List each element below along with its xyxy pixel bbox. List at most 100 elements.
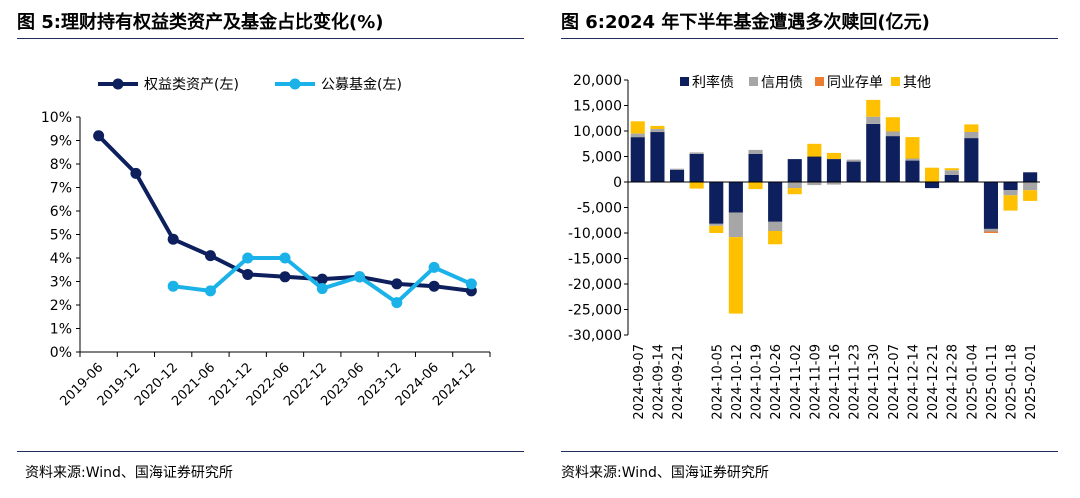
left-series-point-0	[204, 250, 216, 262]
right-legend-swatch-0	[680, 77, 689, 86]
right-bar-segment-0	[1003, 182, 1018, 191]
right-x-tick-label: 2025-01-04	[965, 344, 980, 420]
right-bar-segment-0	[964, 138, 979, 182]
right-bar-segment-3	[964, 124, 979, 132]
right-bar-segment-0	[905, 160, 920, 182]
left-chart-title: 图 5:理财持有权益类资产及基金占比变化(%)	[17, 12, 384, 33]
right-x-tick-label: 2024-10-26	[769, 344, 784, 420]
left-series-point-0	[167, 233, 179, 245]
right-legend-swatch-1	[749, 77, 758, 86]
right-bar-segment-3	[885, 117, 900, 132]
right-bar-segment-0	[689, 153, 704, 182]
right-x-tick-label: 2024-09-21	[671, 344, 686, 420]
right-bar-segment-1	[728, 212, 743, 238]
right-bar-segment-1	[630, 133, 645, 138]
right-legend-label-2: 同业存单	[827, 75, 883, 91]
left-series-point-1	[242, 252, 254, 264]
right-bar-segment-1	[964, 132, 979, 139]
right-bar-segment-3	[944, 168, 959, 171]
left-bottom-rule	[17, 451, 524, 452]
right-source-note: 资料来源:Wind、国海证券研究所	[561, 465, 769, 481]
left-series-point-1	[428, 261, 440, 273]
right-bar-segment-3	[905, 137, 920, 159]
left-series-point-1	[354, 271, 366, 283]
right-bar-segment-3	[768, 231, 783, 245]
right-bar-segment-0	[944, 174, 959, 182]
right-x-tick-label: 2024-09-14	[651, 344, 666, 420]
right-bar-segment-1	[689, 152, 704, 154]
right-y-tick-label: 20,000	[573, 73, 622, 89]
right-bar-segment-1	[768, 221, 783, 231]
left-series-point-0	[242, 268, 254, 280]
right-bar-segment-3	[709, 225, 724, 233]
left-y-tick-label: 10%	[41, 110, 72, 126]
left-series-point-0	[279, 271, 291, 283]
right-y-tick-label: -5,000	[577, 201, 622, 217]
right-bar-segment-0	[787, 159, 802, 182]
right-bar-segment-2	[983, 231, 998, 233]
right-bar-segment-3	[807, 143, 822, 157]
right-bar-segment-1	[846, 159, 861, 162]
right-y-tick-label: 10,000	[573, 124, 622, 140]
right-x-tick-label: 2024-12-21	[926, 344, 941, 420]
right-bar-segment-0	[846, 161, 861, 182]
left-y-tick-label: 5%	[50, 228, 72, 244]
right-x-tick-label: 2024-10-19	[750, 344, 765, 420]
right-bar-segment-1	[983, 228, 998, 232]
left-y-tick-label: 2%	[50, 298, 72, 314]
right-bar-segment-0	[670, 169, 685, 182]
right-x-tick-label: 2024-11-02	[789, 344, 804, 420]
left-series-point-1	[279, 252, 291, 264]
right-bar-segment-1	[709, 223, 724, 226]
right-x-tick-label: 2024-10-12	[730, 344, 745, 420]
right-x-tick-label: 2024-11-23	[848, 344, 863, 420]
right-bar-segment-3	[689, 182, 704, 189]
left-series-line-0	[97, 134, 472, 293]
right-bar-segment-0	[1023, 172, 1038, 182]
left-y-tick-label: 4%	[50, 251, 72, 267]
left-y-tick-label: 0%	[50, 345, 72, 361]
right-bottom-rule	[561, 451, 1058, 452]
right-bar-chart: 20,000 15,000 10,000 5,000 0 -5,000 -10,000 -15…	[568, 73, 1040, 420]
left-y-tick-label: 7%	[50, 181, 72, 197]
left-y-tick-label: 3%	[50, 275, 72, 291]
right-y-tick-label: -30,000	[568, 328, 622, 344]
left-series-point-0	[391, 278, 403, 290]
left-legend-marker-0	[112, 78, 124, 90]
right-legend-swatch-2	[815, 77, 824, 86]
right-y-tick-label: -10,000	[568, 226, 622, 242]
right-x-tick-label: 2024-12-07	[887, 344, 902, 420]
right-bar-segment-0	[826, 159, 841, 182]
right-bar-segment-1	[787, 182, 802, 189]
right-y-tick-label: 5,000	[582, 150, 622, 166]
right-bar-segment-3	[1003, 195, 1018, 211]
right-x-tick-label: 2024-11-30	[867, 344, 882, 420]
left-series-point-0	[316, 273, 328, 285]
left-legend-label-1: 公募基金(左)	[321, 76, 402, 93]
right-x-tick-label: 2025-01-18	[1005, 344, 1020, 420]
right-bar-segment-0	[728, 182, 743, 213]
right-bar-segment-0	[709, 182, 724, 224]
right-chart-title: 图 6:2024 年下半年基金遭遇多次赎回(亿元)	[561, 12, 930, 33]
left-series-point-1	[391, 297, 403, 309]
right-x-tick-label: 2025-01-11	[985, 344, 1000, 420]
right-bar-segment-3	[826, 152, 841, 159]
right-bar-segment-3	[787, 188, 802, 195]
right-bar-segment-0	[983, 182, 998, 229]
right-bar-segment-1	[885, 131, 900, 137]
left-source-note: 资料来源:Wind、国海证券研究所	[25, 465, 233, 481]
right-bar-segment-0	[807, 156, 822, 182]
right-bar-segment-1	[866, 116, 881, 124]
left-legend-label-0: 权益类资产(左)	[144, 77, 239, 93]
right-y-tick-label: -25,000	[568, 303, 622, 319]
left-y-tick-label: 8%	[50, 157, 72, 173]
left-y-tick-label: 9%	[50, 134, 72, 150]
right-x-tick-label: 2024-09-07	[632, 344, 647, 420]
left-legend-marker-1	[289, 78, 301, 90]
right-bar-segment-1	[748, 149, 763, 154]
right-bar-segment-1	[650, 129, 665, 133]
right-y-tick-label: -15,000	[568, 252, 622, 268]
left-title-rule	[17, 38, 524, 39]
right-y-tick-label: 15,000	[573, 99, 622, 115]
